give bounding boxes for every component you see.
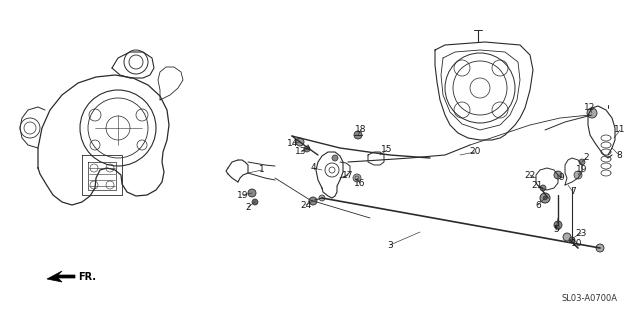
Text: 7: 7 bbox=[570, 187, 576, 197]
Text: 17: 17 bbox=[342, 170, 354, 180]
Text: SL03-A0700A: SL03-A0700A bbox=[562, 294, 618, 303]
Circle shape bbox=[296, 138, 304, 146]
Circle shape bbox=[540, 185, 546, 191]
Circle shape bbox=[574, 171, 582, 179]
Text: 19: 19 bbox=[237, 191, 249, 199]
Text: FR.: FR. bbox=[78, 272, 96, 282]
Polygon shape bbox=[47, 271, 75, 282]
Circle shape bbox=[554, 171, 562, 179]
Text: 3: 3 bbox=[387, 240, 393, 249]
Circle shape bbox=[309, 197, 317, 205]
Text: 11: 11 bbox=[614, 125, 626, 135]
Text: 20: 20 bbox=[469, 147, 481, 157]
Circle shape bbox=[543, 196, 547, 200]
Text: 2: 2 bbox=[245, 203, 251, 211]
Circle shape bbox=[554, 221, 562, 229]
Text: 12: 12 bbox=[584, 104, 596, 112]
Text: 16: 16 bbox=[355, 179, 365, 187]
Text: 23: 23 bbox=[575, 228, 587, 238]
Text: 21: 21 bbox=[531, 180, 543, 190]
Circle shape bbox=[252, 199, 258, 205]
Text: 6: 6 bbox=[535, 201, 541, 209]
Text: 14: 14 bbox=[287, 139, 299, 147]
Circle shape bbox=[304, 146, 310, 152]
Circle shape bbox=[563, 233, 571, 241]
Circle shape bbox=[596, 244, 604, 252]
Text: 2: 2 bbox=[583, 153, 589, 163]
Circle shape bbox=[587, 108, 597, 118]
Text: 9: 9 bbox=[558, 174, 564, 182]
Circle shape bbox=[319, 195, 325, 201]
Text: 4: 4 bbox=[310, 163, 316, 173]
Text: 24: 24 bbox=[300, 201, 312, 209]
Circle shape bbox=[248, 189, 256, 197]
Circle shape bbox=[569, 237, 575, 243]
Circle shape bbox=[579, 159, 585, 165]
Text: 1: 1 bbox=[259, 165, 265, 175]
Text: 5: 5 bbox=[553, 226, 559, 234]
Text: 22: 22 bbox=[524, 170, 536, 180]
Text: 18: 18 bbox=[355, 125, 367, 135]
Text: 8: 8 bbox=[616, 151, 622, 159]
Circle shape bbox=[332, 155, 338, 161]
Text: 10: 10 bbox=[572, 238, 583, 248]
Text: 19: 19 bbox=[576, 165, 588, 175]
Text: 13: 13 bbox=[295, 147, 307, 157]
Text: 15: 15 bbox=[381, 146, 393, 154]
Circle shape bbox=[540, 193, 550, 203]
Circle shape bbox=[354, 131, 362, 139]
Circle shape bbox=[353, 174, 361, 182]
